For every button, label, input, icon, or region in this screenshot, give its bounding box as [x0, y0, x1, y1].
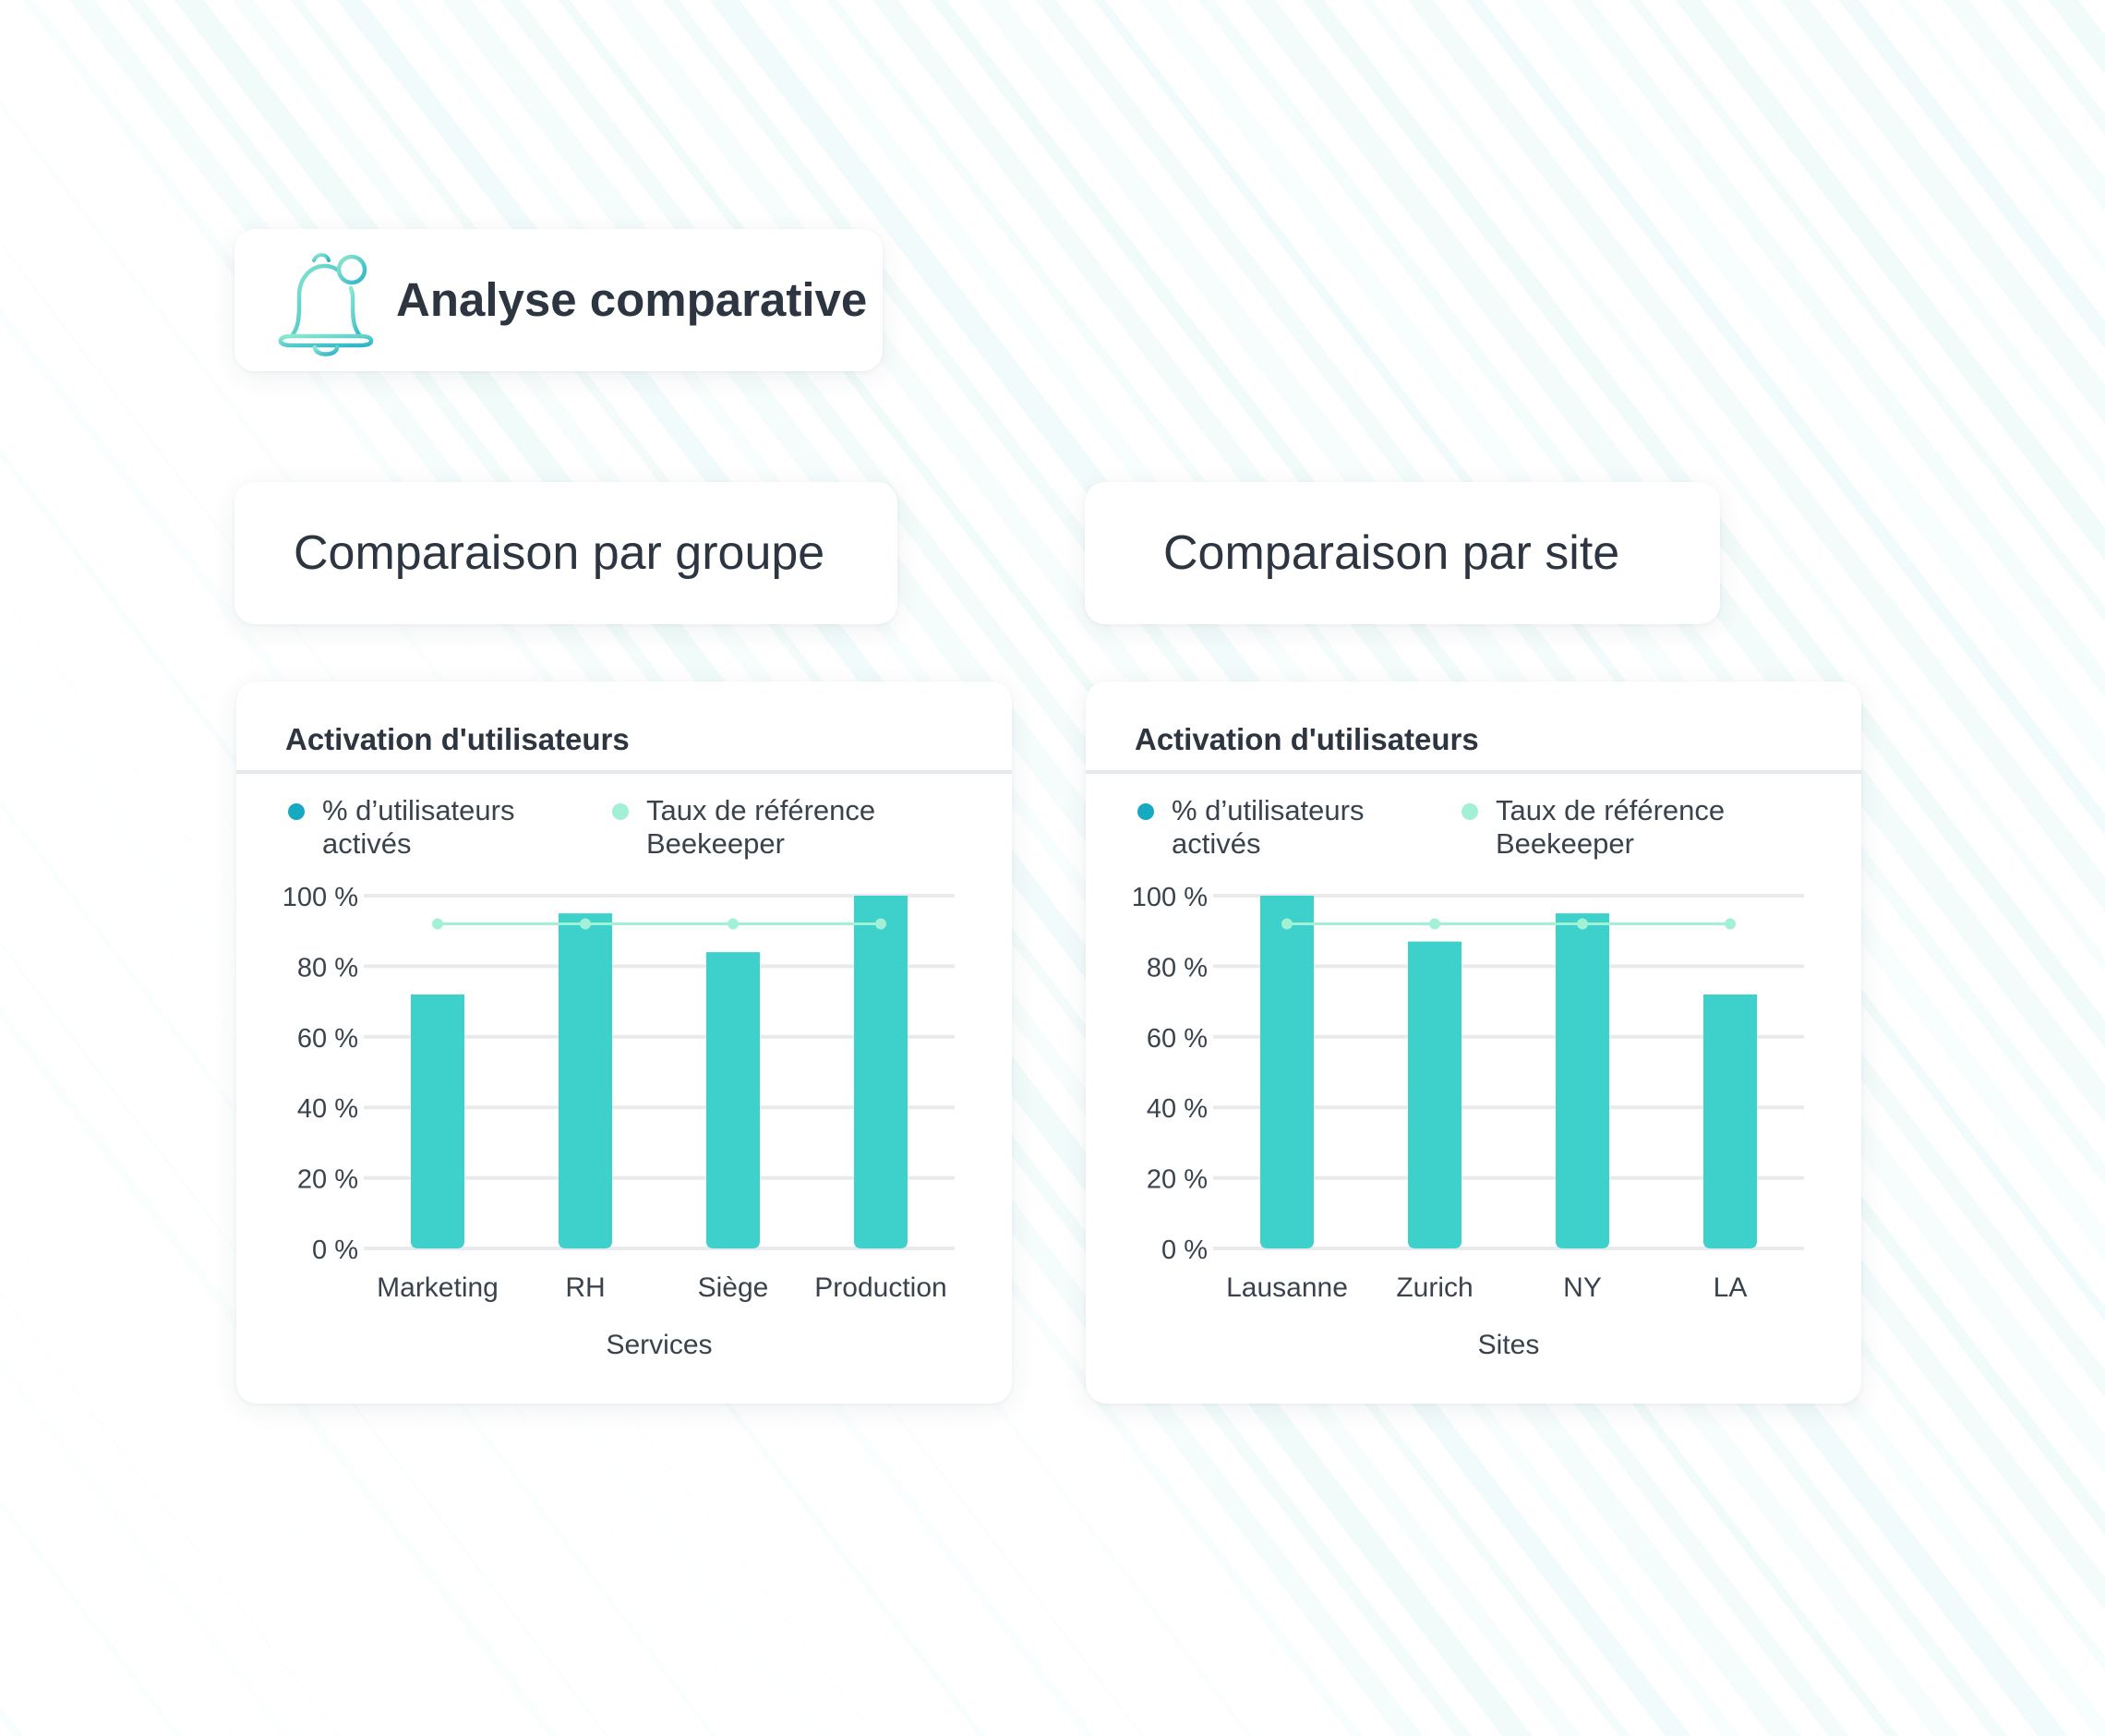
legend-dot-reference — [612, 803, 629, 820]
reference-point — [1725, 918, 1736, 930]
x-tick-label: RH — [565, 1272, 605, 1303]
background-stripe — [0, 941, 608, 1736]
y-tick-label: 100 % — [1132, 883, 1208, 912]
reference-point — [1281, 918, 1293, 930]
bar — [559, 913, 612, 1248]
reference-point — [432, 918, 443, 930]
background-stripe — [1838, 0, 2105, 349]
bar — [706, 952, 760, 1248]
background-stripe — [1465, 0, 2105, 836]
background-stripe — [1197, 0, 2105, 1186]
chart-card-groups: Activation d'utilisateurs % d’utilisateu… — [236, 681, 1012, 1404]
y-tick-label: 40 % — [1147, 1094, 1208, 1124]
reference-point — [875, 918, 886, 930]
background-stripe — [0, 1705, 24, 1736]
legend-label-reference: Taux de référence Beekeeper — [646, 794, 876, 860]
y-tick-label: 40 % — [297, 1094, 358, 1124]
background-stripe — [0, 0, 153, 1736]
background-stripe — [1570, 0, 2105, 699]
background-stripe — [1245, 0, 2105, 1125]
y-tick-label: 20 % — [1147, 1165, 1208, 1195]
background-stripe — [0, 1431, 234, 1736]
legend-label-activated: % d’utilisateurs activés — [322, 794, 515, 860]
bar — [1408, 941, 1461, 1248]
header-card: Analyse comparative — [235, 229, 883, 371]
x-tick-label: LA — [1714, 1272, 1748, 1303]
section-card-site: Comparaison par site — [1085, 482, 1720, 624]
x-tick-label: NY — [1563, 1272, 1602, 1303]
chart-divider — [1086, 770, 1861, 774]
y-tick-label: 60 % — [297, 1024, 358, 1054]
chart-title: Activation d'utilisateurs — [285, 722, 630, 756]
y-tick-label: 80 % — [1147, 953, 1208, 983]
bar — [1556, 913, 1609, 1248]
legend-dot-reference — [1461, 803, 1478, 820]
x-axis-label: Sites — [1478, 1330, 1540, 1360]
background-stripe — [1303, 0, 2105, 1049]
bar — [854, 896, 908, 1248]
background-stripe — [0, 731, 769, 1736]
legend-dot-activated — [288, 803, 305, 820]
y-tick-label: 0 % — [312, 1236, 358, 1265]
y-tick-label: 80 % — [297, 953, 358, 983]
legend-item-activated: % d’utilisateurs activés — [288, 794, 562, 861]
bar-chart-sites: 0 % 20 % 40 % 60 % 80 % 100 % Lausanne Zurich NY… — [1132, 883, 1804, 1360]
x-axis-label: Services — [606, 1330, 712, 1360]
background-stripe — [0, 1222, 394, 1736]
legend-label-reference: Taux de référence Beekeeper — [1496, 794, 1726, 860]
bar — [1703, 994, 1757, 1248]
bar — [1260, 896, 1314, 1248]
legend-item-reference: Taux de référence Beekeeper — [612, 794, 886, 861]
reference-point — [580, 918, 591, 930]
x-tick-label: Lausanne — [1226, 1272, 1348, 1303]
section-card-group: Comparaison par groupe — [235, 482, 897, 624]
page-title: Analyse comparative — [396, 273, 868, 326]
legend-label-activated: % d’utilisateurs activés — [1172, 794, 1365, 860]
x-tick-label: Zurich — [1396, 1272, 1473, 1303]
y-tick-label: 20 % — [297, 1165, 358, 1195]
legend-item-reference: Taux de référence Beekeeper — [1461, 794, 1736, 861]
background-stripe — [1361, 0, 2105, 972]
section-title-site: Comparaison par site — [1163, 526, 1620, 580]
background-stripe — [1407, 0, 2105, 911]
y-tick-label: 60 % — [1147, 1024, 1208, 1054]
background-stripe — [1733, 0, 2105, 486]
reference-point — [1577, 918, 1588, 930]
reference-point — [1429, 918, 1440, 930]
legend-item-activated: % d’utilisateurs activés — [1137, 794, 1412, 861]
chart-title: Activation d'utilisateurs — [1135, 722, 1479, 756]
y-tick-label: 100 % — [283, 883, 358, 912]
reference-point — [728, 918, 739, 930]
chart-divider — [236, 770, 1012, 774]
legend-dot-activated — [1137, 803, 1154, 820]
chart-card-sites: Activation d'utilisateurs % d’utilisateu… — [1086, 681, 1861, 1404]
bell-icon — [278, 253, 374, 356]
section-title-group: Comparaison par groupe — [294, 526, 825, 580]
background-stripe — [1629, 0, 2105, 622]
background-stripe — [1675, 0, 2105, 561]
bar-chart-groups: 0 % 20 % 40 % 60 % 80 % 100 % Marketing RH Siège… — [283, 883, 955, 1360]
background-stripe — [1512, 0, 2105, 775]
x-tick-label: Marketing — [377, 1272, 499, 1303]
y-tick-label: 0 % — [1161, 1236, 1208, 1265]
background-stripe — [1780, 0, 2105, 425]
bar — [411, 994, 464, 1248]
x-tick-label: Siège — [698, 1272, 769, 1303]
x-tick-label: Production — [814, 1272, 946, 1303]
